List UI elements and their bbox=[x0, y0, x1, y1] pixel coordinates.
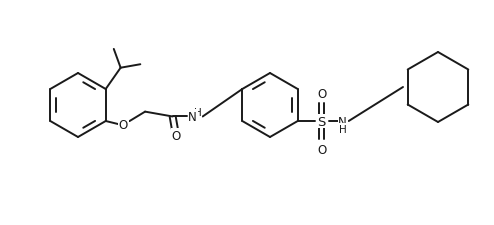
Text: H: H bbox=[194, 108, 202, 118]
Text: N: N bbox=[188, 110, 197, 124]
Text: H: H bbox=[339, 124, 347, 134]
Text: O: O bbox=[172, 129, 181, 142]
Text: O: O bbox=[317, 143, 327, 156]
Text: S: S bbox=[318, 115, 326, 128]
Text: O: O bbox=[119, 118, 128, 131]
Text: N: N bbox=[338, 115, 347, 128]
Text: O: O bbox=[317, 88, 327, 101]
